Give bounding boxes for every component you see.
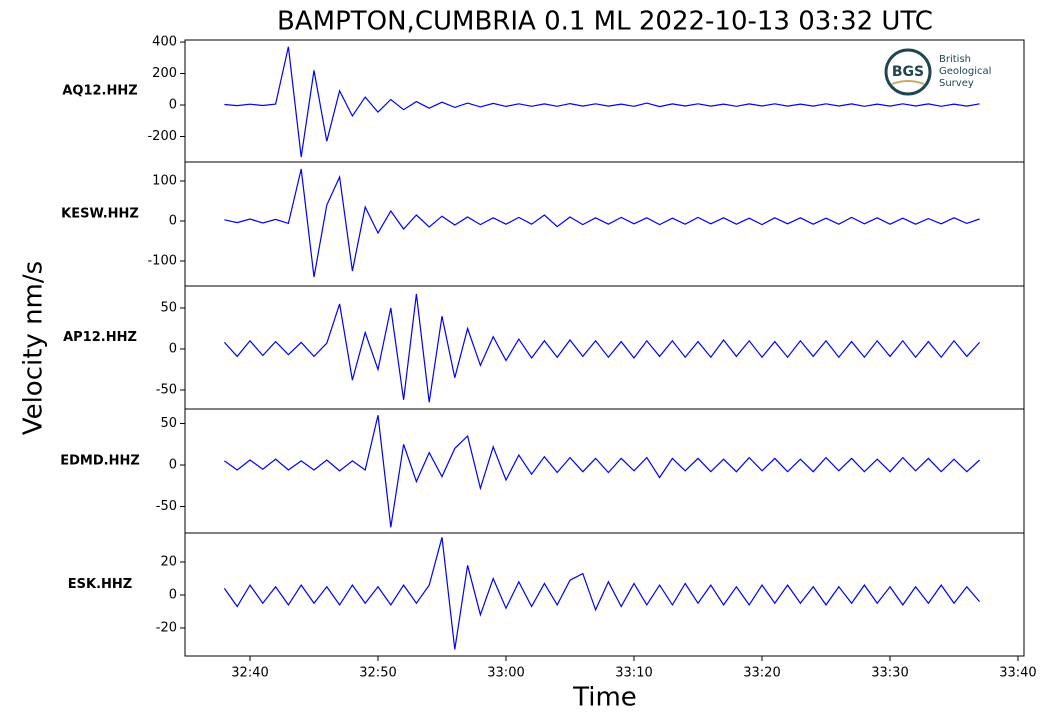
y-tick-label: 0 <box>169 587 177 602</box>
y-tick-label: -100 <box>147 254 177 269</box>
x-tick-label: 32:40 <box>231 666 268 681</box>
y-tick-label: 20 <box>160 555 177 570</box>
station-label: EDMD.HHZ <box>60 454 140 469</box>
y-tick-label: -50 <box>156 382 177 397</box>
y-tick-label: 200 <box>152 66 177 81</box>
waveform <box>224 46 980 158</box>
x-tick-label: 32:50 <box>359 666 396 681</box>
y-tick-label: 0 <box>169 214 177 229</box>
logo-text: Survey <box>939 78 974 89</box>
station-label: KESW.HHZ <box>61 207 139 222</box>
x-axis-label: Time <box>572 683 637 713</box>
y-tick-label: 50 <box>160 416 177 431</box>
waveform <box>223 293 981 403</box>
y-tick-label: -200 <box>147 129 177 144</box>
waveform <box>223 537 981 650</box>
y-tick-label: 400 <box>152 35 177 50</box>
station-label: AP12.HHZ <box>63 330 137 345</box>
logo-wave <box>891 80 925 85</box>
logo-text: Geological <box>939 66 991 77</box>
x-tick-label: 33:40 <box>999 666 1036 681</box>
logo-text: British <box>939 54 971 65</box>
logo: BGS British Geological Survey <box>884 48 991 96</box>
x-tick-label: 33:30 <box>871 666 908 681</box>
y-axis-label: Velocity nm/s <box>19 261 49 435</box>
y-tick-label: 50 <box>160 300 177 315</box>
y-tick-label: 0 <box>169 458 177 473</box>
y-tick-label: -50 <box>156 499 177 514</box>
y-tick-label: 0 <box>169 341 177 356</box>
logo-initials: BGS <box>892 64 924 80</box>
x-tick-label: 33:20 <box>743 666 780 681</box>
y-tick-label: 100 <box>152 174 177 189</box>
x-tick-label: 33:10 <box>615 666 652 681</box>
waveform <box>224 415 981 528</box>
x-tick-label: 33:00 <box>487 666 524 681</box>
y-tick-label: 0 <box>169 98 177 113</box>
station-label: ESK.HHZ <box>68 577 132 592</box>
chart-title: BAMPTON,CUMBRIA 0.1 ML 2022-10-13 03:32 … <box>277 7 933 37</box>
y-tick-label: -20 <box>156 620 177 635</box>
panel-frame <box>184 532 1025 657</box>
waveform <box>224 168 980 278</box>
station-label: AQ12.HHZ <box>62 84 137 99</box>
